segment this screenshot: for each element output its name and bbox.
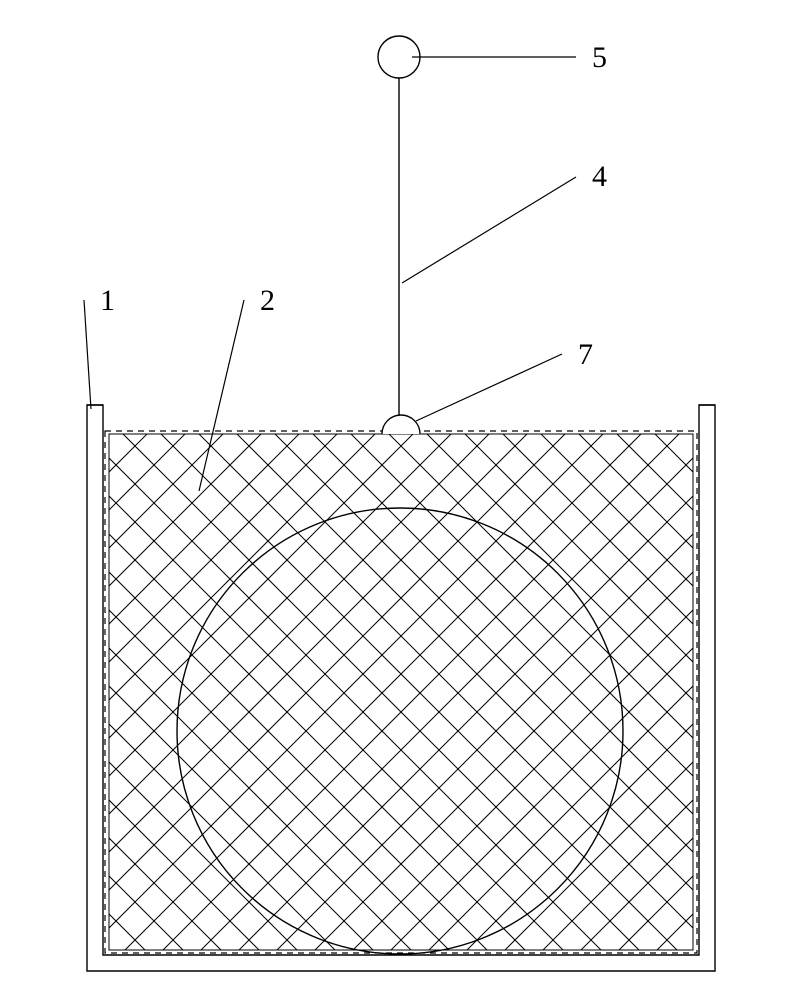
label-1: 1 [100, 284, 115, 317]
diagram-canvas: 1 2 4 5 7 [0, 0, 788, 1000]
label-5: 5 [592, 41, 607, 74]
label-7: 7 [578, 338, 593, 371]
mesh-hatch [0, 0, 788, 1000]
large-circle [177, 508, 623, 954]
inner-dashed-rect [105, 431, 697, 953]
mesh-border [109, 434, 693, 950]
leader-line-7 [416, 354, 562, 421]
label-4: 4 [592, 160, 607, 193]
leader-line-1 [84, 300, 91, 409]
leader-line-2 [199, 300, 244, 491]
small-dome [382, 415, 420, 434]
leader-line-4 [402, 177, 576, 283]
label-2: 2 [260, 284, 275, 317]
